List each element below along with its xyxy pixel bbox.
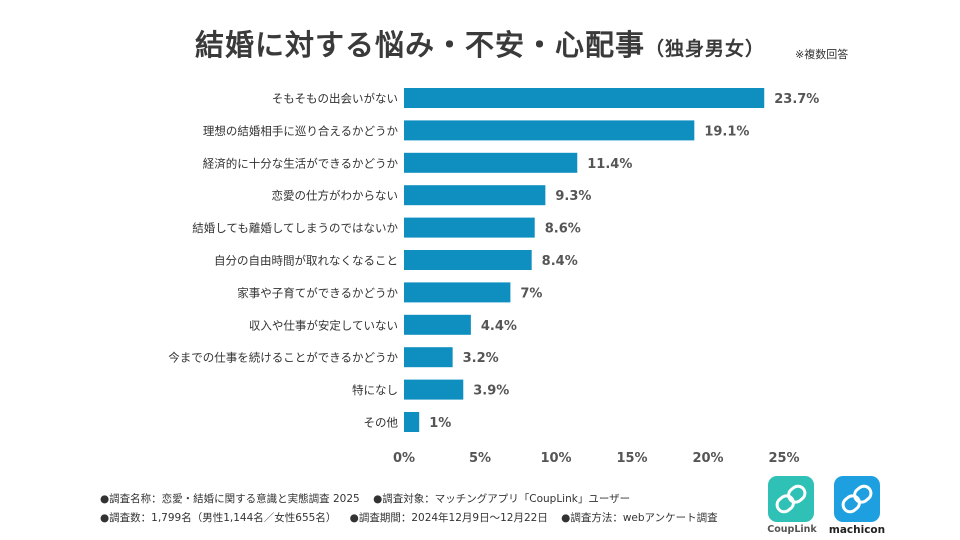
data-label: 3.9% bbox=[473, 384, 509, 399]
data-label: 11.4% bbox=[587, 157, 632, 172]
title-area: 結婚に対する悩み・不安・心配事（独身男女） bbox=[0, 22, 960, 64]
bar bbox=[404, 379, 464, 400]
bar bbox=[404, 347, 453, 368]
bar bbox=[404, 152, 578, 173]
data-label: 1% bbox=[429, 416, 451, 431]
couplink-logo-text: CoupLink bbox=[767, 524, 817, 535]
x-tick-label: 25% bbox=[768, 451, 799, 466]
category-label: 経済的に十分な生活ができるかどうか bbox=[203, 156, 399, 170]
data-label: 4.4% bbox=[481, 319, 517, 334]
category-label: 結婚しても離婚してしまうのではないか bbox=[192, 221, 398, 235]
data-label: 23.7% bbox=[774, 92, 819, 107]
bar bbox=[404, 412, 420, 432]
bar bbox=[404, 314, 471, 335]
survey-target: ●調査対象：マッチングアプリ「CoupLink」ユーザー bbox=[373, 493, 631, 505]
machicon-logo-icon bbox=[834, 476, 880, 522]
category-label: 理想の結婚相手に巡り合えるかどうか bbox=[203, 124, 399, 138]
category-label: そもそもの出会いがない bbox=[272, 92, 398, 106]
bar bbox=[404, 282, 511, 303]
category-label: その他 bbox=[364, 416, 399, 430]
multiple-answer-note: ※複数回答 bbox=[795, 48, 849, 61]
category-label: 家事や子育てができるかどうか bbox=[237, 286, 398, 300]
survey-period: ●調査期間：2024年12月9日～12月22日 bbox=[349, 512, 548, 524]
data-label: 8.6% bbox=[545, 222, 581, 237]
category-label: 自分の自由時間が取れなくなること bbox=[214, 254, 398, 268]
couplink-logo-icon bbox=[768, 476, 814, 522]
data-label: 8.4% bbox=[542, 254, 578, 269]
x-tick-label: 10% bbox=[540, 451, 571, 466]
chart-title: 結婚に対する悩み・不安・心配事（独身男女） bbox=[194, 28, 766, 62]
x-tick-label: 5% bbox=[469, 451, 491, 466]
data-label: 19.1% bbox=[704, 124, 749, 139]
bar bbox=[404, 250, 532, 270]
category-label: 恋愛の仕方がわからない bbox=[272, 189, 399, 203]
survey-name: ●調査名称：恋愛・結婚に関する意識と実態調査 2025 bbox=[100, 493, 360, 505]
chart-subtitle: （独身男女） bbox=[645, 38, 766, 60]
category-label: 収入や仕事が安定していない bbox=[249, 318, 398, 332]
x-tick-label: 0% bbox=[393, 451, 415, 466]
bar bbox=[404, 120, 695, 141]
survey-footer: ●調査名称：恋愛・結婚に関する意識と実態調査 2025 ●調査対象：マッチングア… bbox=[100, 490, 728, 528]
data-label: 7% bbox=[520, 286, 542, 301]
category-label: 特になし bbox=[352, 383, 398, 397]
footer-line-1: ●調査名称：恋愛・結婚に関する意識と実態調査 2025 ●調査対象：マッチングア… bbox=[100, 490, 728, 509]
bar bbox=[404, 217, 535, 238]
data-label: 9.3% bbox=[555, 189, 591, 204]
bar bbox=[404, 185, 546, 206]
x-tick-label: 20% bbox=[692, 451, 723, 466]
category-label: 今までの仕事を続けることができるかどうか bbox=[168, 351, 398, 365]
footer-line-2: ●調査数：1,799名（男性1,144名／女性655名） ●調査期間：2024年… bbox=[100, 509, 728, 528]
data-label: 3.2% bbox=[463, 351, 499, 366]
bar bbox=[404, 88, 765, 108]
x-tick-label: 15% bbox=[616, 451, 647, 466]
survey-method: ●調査方法：webアンケート調査 bbox=[561, 512, 718, 524]
survey-count: ●調査数：1,799名（男性1,144名／女性655名） bbox=[100, 512, 337, 524]
machicon-logo-text: machicon bbox=[828, 524, 886, 536]
